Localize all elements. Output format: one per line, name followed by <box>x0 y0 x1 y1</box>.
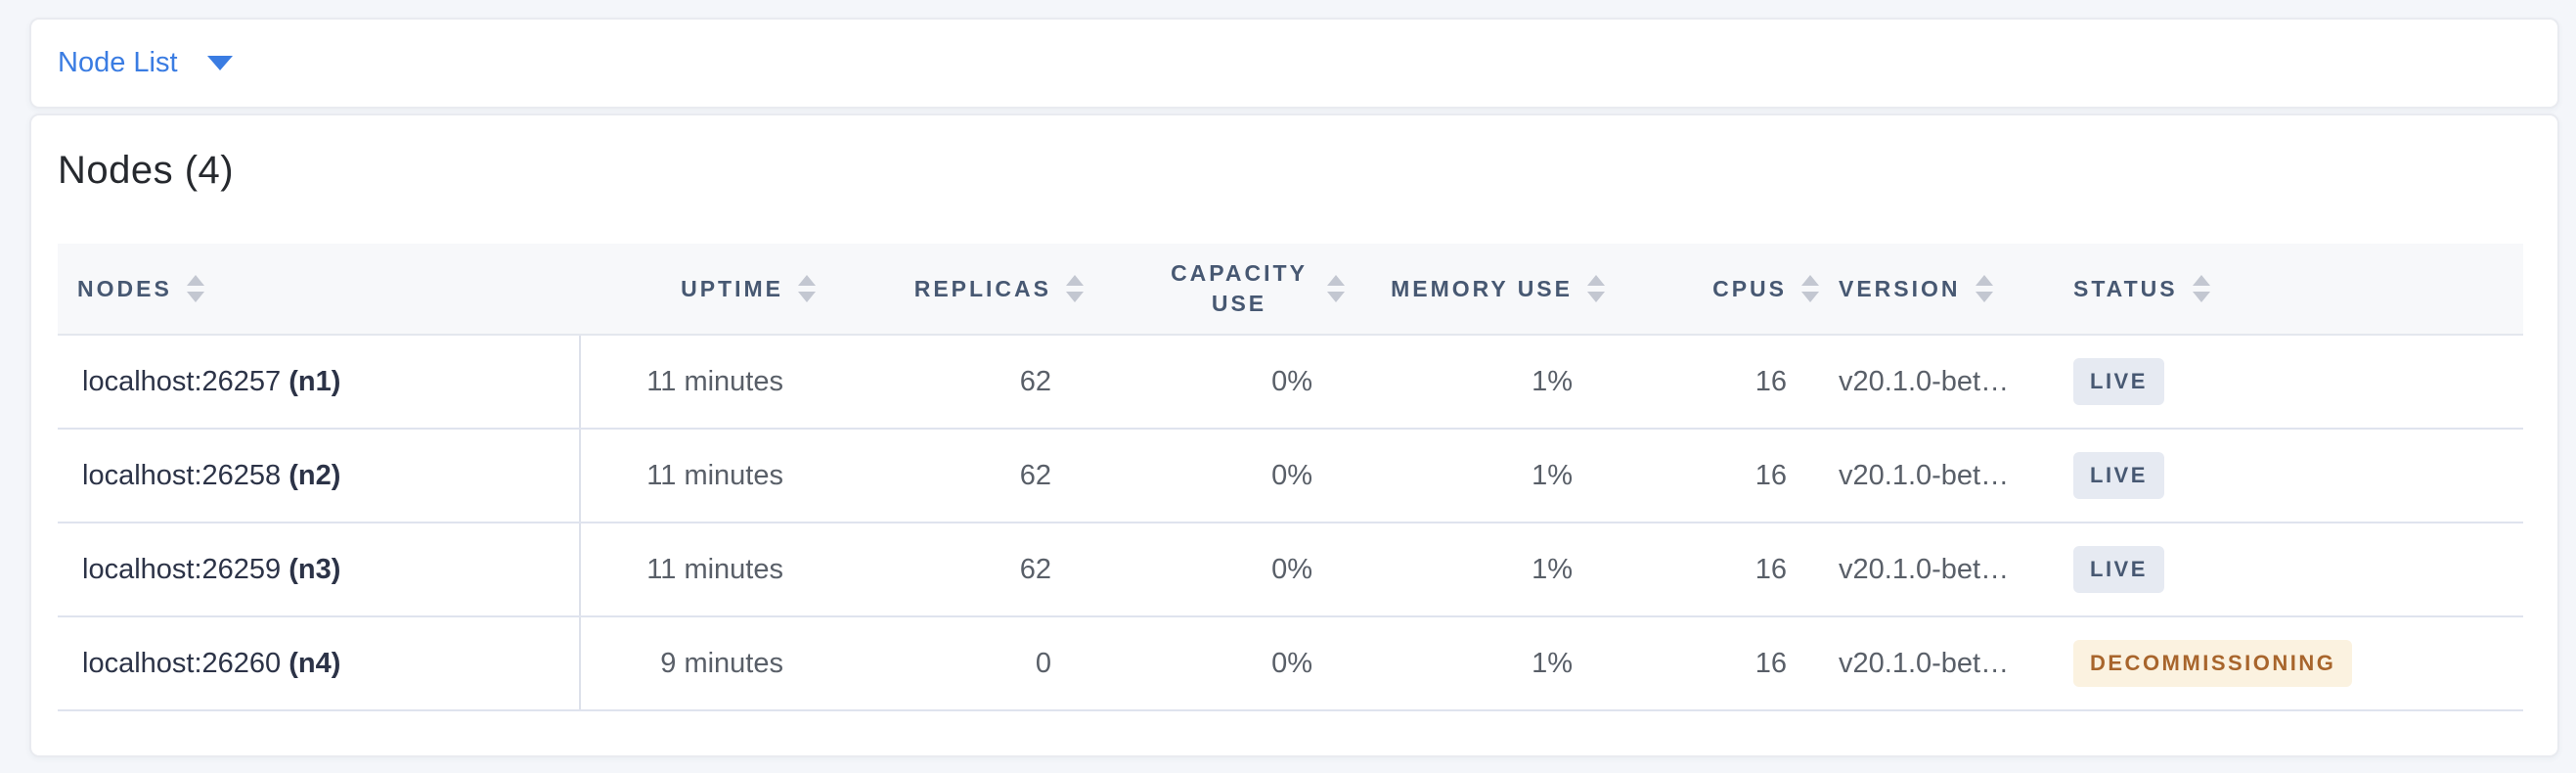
uptime-cell: 11 minutes <box>580 429 816 523</box>
status-cell: DECOMMISSIONING <box>2054 616 2523 711</box>
memory-use-cell: 1% <box>1345 616 1605 711</box>
table-row[interactable]: localhost:26259 (n3) 11 minutes 62 0% 1%… <box>58 523 2523 617</box>
status-badge: LIVE <box>2073 452 2164 499</box>
column-header-replicas[interactable]: REPLICAS <box>816 244 1084 336</box>
nodes-table: NODES UPTIME REPLICAS CAPACITY USE MEMOR… <box>58 244 2523 711</box>
uptime-cell: 11 minutes <box>580 523 816 617</box>
page-title: Nodes (4) <box>58 149 235 192</box>
table-header: NODES UPTIME REPLICAS CAPACITY USE MEMOR… <box>58 244 2523 336</box>
column-header-cpus[interactable]: CPUS <box>1605 244 1819 336</box>
cpus-cell: 16 <box>1605 616 1819 711</box>
capacity-use-cell: 0% <box>1084 523 1345 617</box>
view-selector-dropdown[interactable]: Node List <box>58 47 233 79</box>
sort-icon <box>1327 275 1345 302</box>
capacity-use-cell: 0% <box>1084 335 1345 430</box>
view-selector-label: Node List <box>58 47 178 78</box>
status-badge: LIVE <box>2073 546 2164 593</box>
node-address: localhost:26260 <box>82 647 282 679</box>
memory-use-cell: 1% <box>1345 523 1605 617</box>
sort-icon <box>1801 275 1819 302</box>
table-row[interactable]: localhost:26260 (n4) 9 minutes 0 0% 1% 1… <box>58 616 2523 711</box>
status-cell: LIVE <box>2054 523 2523 617</box>
node-id: (n4) <box>289 647 341 679</box>
column-header-status[interactable]: STATUS <box>2054 244 2523 336</box>
node-address-cell: localhost:26259 (n3) <box>58 523 581 617</box>
version-cell: v20.1.0-bet… <box>1819 523 2054 617</box>
column-header-nodes[interactable]: NODES <box>58 244 580 336</box>
node-address: localhost:26258 <box>82 459 282 491</box>
replicas-cell: 0 <box>816 616 1084 711</box>
replicas-cell: 62 <box>816 335 1084 430</box>
version-cell: v20.1.0-bet… <box>1819 616 2054 711</box>
status-badge: LIVE <box>2073 358 2164 405</box>
table-row[interactable]: localhost:26258 (n2) 11 minutes 62 0% 1%… <box>58 429 2523 523</box>
node-address: localhost:26257 <box>82 365 282 397</box>
capacity-use-cell: 0% <box>1084 616 1345 711</box>
status-badge: DECOMMISSIONING <box>2073 640 2353 687</box>
nodes-panel: Nodes (4) NODES UPTIME REPLICAS CAPACITY… <box>29 114 2559 757</box>
node-address-cell: localhost:26260 (n4) <box>58 616 581 711</box>
table-body: localhost:26257 (n1) 11 minutes 62 0% 1%… <box>58 335 2523 711</box>
node-id: (n1) <box>289 365 341 397</box>
node-address: localhost:26259 <box>82 553 282 585</box>
uptime-cell: 11 minutes <box>580 335 816 430</box>
replicas-cell: 62 <box>816 523 1084 617</box>
status-cell: LIVE <box>2054 429 2523 523</box>
uptime-cell: 9 minutes <box>580 616 816 711</box>
view-selector-bar: Node List <box>29 18 2559 109</box>
cpus-cell: 16 <box>1605 523 1819 617</box>
node-id: (n3) <box>289 553 341 585</box>
memory-use-cell: 1% <box>1345 429 1605 523</box>
column-header-version[interactable]: VERSION <box>1819 244 2054 336</box>
status-cell: LIVE <box>2054 335 2523 430</box>
node-address-cell: localhost:26257 (n1) <box>58 335 581 430</box>
cpus-cell: 16 <box>1605 429 1819 523</box>
sort-icon <box>186 275 204 302</box>
version-cell: v20.1.0-bet… <box>1819 335 2054 430</box>
table-row[interactable]: localhost:26257 (n1) 11 minutes 62 0% 1%… <box>58 335 2523 430</box>
column-header-memory-use[interactable]: MEMORY USE <box>1345 244 1605 336</box>
sort-icon <box>798 275 816 302</box>
sort-icon <box>1066 275 1084 302</box>
capacity-use-cell: 0% <box>1084 429 1345 523</box>
node-id: (n2) <box>289 459 341 491</box>
sort-icon <box>2192 275 2210 302</box>
chevron-down-icon <box>206 56 233 70</box>
node-address-cell: localhost:26258 (n2) <box>58 429 581 523</box>
version-cell: v20.1.0-bet… <box>1819 429 2054 523</box>
sort-icon <box>1975 275 1993 302</box>
column-header-uptime[interactable]: UPTIME <box>580 244 816 336</box>
cpus-cell: 16 <box>1605 335 1819 430</box>
replicas-cell: 62 <box>816 429 1084 523</box>
column-header-capacity-use[interactable]: CAPACITY USE <box>1084 244 1345 336</box>
memory-use-cell: 1% <box>1345 335 1605 430</box>
sort-icon <box>1587 275 1605 302</box>
